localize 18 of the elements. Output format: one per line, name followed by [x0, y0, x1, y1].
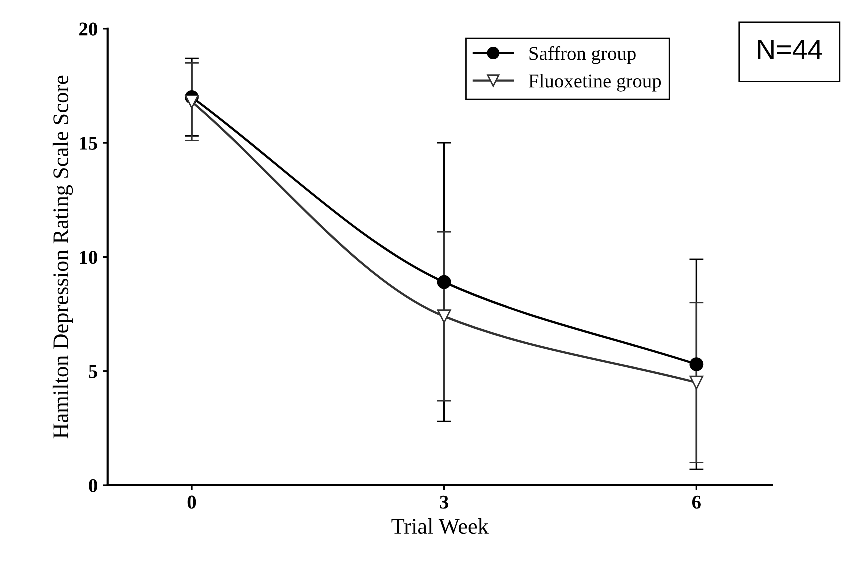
point — [437, 275, 452, 290]
point — [185, 95, 199, 109]
x-tick-label: 3 — [440, 496, 449, 509]
y-tick-label: 20 — [80, 22, 98, 36]
y-axis-title: Hamilton Depression Rating Scale Score — [52, 76, 74, 439]
y-tick-label: 5 — [89, 365, 98, 378]
point — [690, 376, 704, 390]
annotation: N=44 — [758, 40, 822, 60]
legend-label: Saffron group — [530, 46, 636, 64]
legend-label: Fluoxetine group — [529, 74, 662, 92]
x-tick-label: 6 — [692, 496, 701, 509]
point — [437, 310, 452, 324]
x-tick-label: 0 — [188, 496, 196, 509]
y-tick-label: 10 — [80, 251, 98, 264]
x-axis-title: Trial Week — [392, 518, 489, 534]
point — [690, 358, 704, 372]
y-tick-label: 0 — [89, 479, 98, 492]
y-tick-label: 15 — [80, 136, 98, 150]
